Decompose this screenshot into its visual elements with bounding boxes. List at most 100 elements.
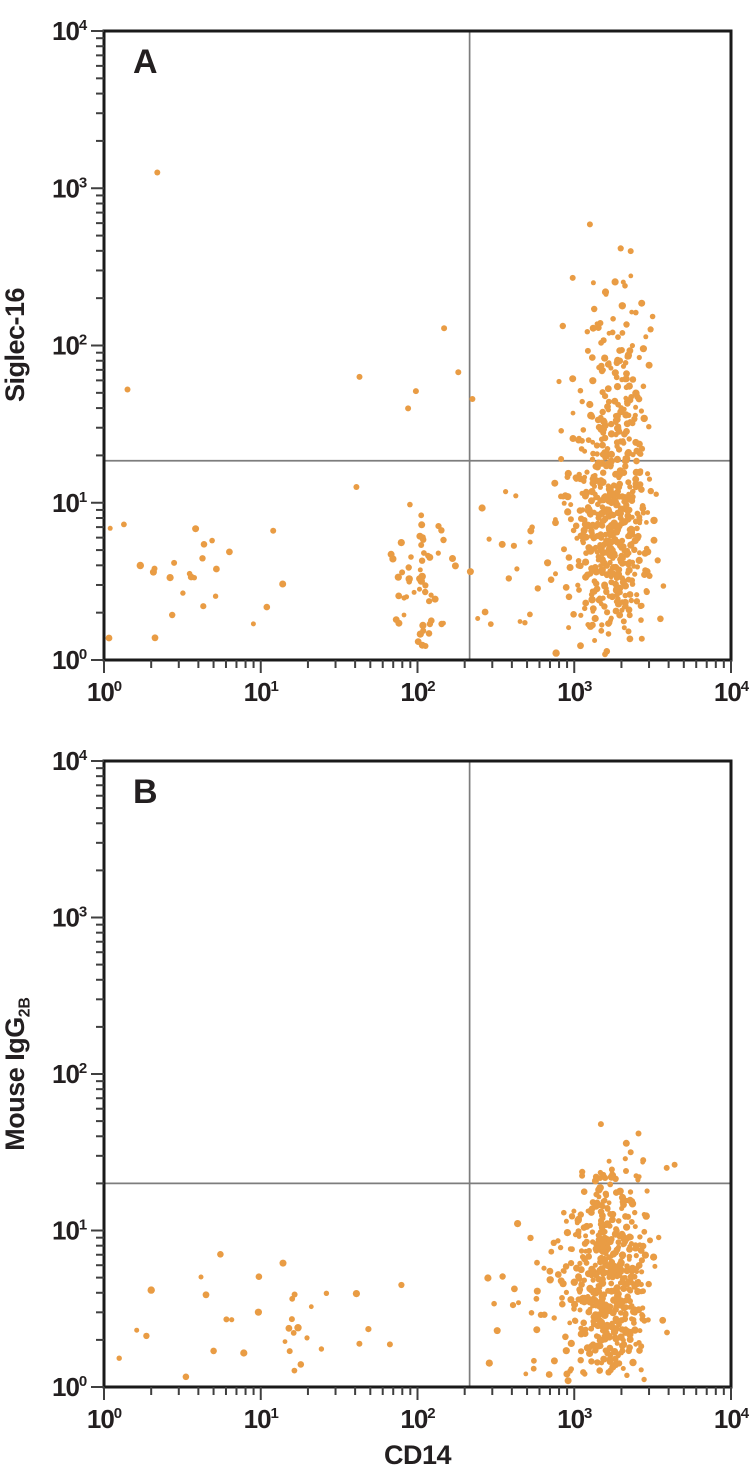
data-point xyxy=(647,487,654,495)
data-point xyxy=(567,1339,575,1347)
dots-layer-panel-b xyxy=(116,1121,678,1385)
data-point xyxy=(635,395,643,403)
data-point xyxy=(594,321,600,327)
data-point xyxy=(405,575,413,583)
data-point xyxy=(632,1244,640,1252)
data-point xyxy=(629,309,635,315)
data-point xyxy=(585,437,592,443)
data-point xyxy=(623,551,631,558)
data-point xyxy=(614,356,622,364)
data-point xyxy=(597,477,605,485)
data-point xyxy=(440,536,447,544)
data-point xyxy=(541,1265,547,1271)
data-point xyxy=(634,532,642,540)
data-point xyxy=(411,589,417,595)
data-point xyxy=(579,398,585,405)
x-tick-label: 101 xyxy=(244,1404,279,1434)
data-point xyxy=(605,398,612,405)
data-point xyxy=(644,548,652,556)
data-point xyxy=(514,566,520,572)
data-point xyxy=(576,1276,583,1282)
data-point xyxy=(568,1366,574,1372)
data-point xyxy=(624,1372,630,1379)
data-point xyxy=(552,519,559,527)
data-point xyxy=(522,620,528,626)
data-point xyxy=(601,549,608,556)
data-point-outlier xyxy=(579,1172,586,1179)
data-point xyxy=(605,506,612,513)
data-point xyxy=(626,1196,634,1204)
data-point xyxy=(623,420,631,428)
data-point xyxy=(603,585,609,592)
data-point xyxy=(121,521,127,528)
data-point xyxy=(588,596,596,604)
data-point xyxy=(605,460,611,466)
data-point xyxy=(151,634,159,642)
data-point xyxy=(643,588,650,596)
y-tick-label: 101 xyxy=(52,1216,87,1246)
data-point xyxy=(399,569,406,576)
data-point xyxy=(597,1255,604,1262)
data-point-outlier xyxy=(586,221,593,228)
data-point xyxy=(590,1313,597,1321)
x-tick-label: 101 xyxy=(244,677,279,707)
data-point xyxy=(607,522,615,529)
data-point xyxy=(640,1305,646,1311)
y-tick-label: 100 xyxy=(52,645,87,675)
data-point xyxy=(606,1158,612,1164)
data-point xyxy=(589,413,596,420)
data-point xyxy=(643,334,649,340)
data-point xyxy=(606,531,612,537)
data-point xyxy=(533,1287,541,1295)
data-point xyxy=(633,404,639,410)
data-point xyxy=(583,1233,589,1239)
data-point xyxy=(609,1211,616,1218)
data-point xyxy=(625,449,632,456)
data-point xyxy=(553,571,558,577)
data-point xyxy=(288,1316,295,1323)
data-point xyxy=(546,1276,554,1284)
data-point xyxy=(639,1312,645,1318)
data-point xyxy=(559,1300,566,1308)
data-point xyxy=(608,1287,615,1295)
data-point xyxy=(620,469,628,477)
data-point xyxy=(613,599,619,605)
data-point xyxy=(583,1238,590,1245)
data-point xyxy=(598,362,605,370)
data-point xyxy=(593,544,599,551)
data-point xyxy=(623,1223,631,1231)
data-point xyxy=(422,582,429,589)
data-point xyxy=(223,1316,230,1323)
data-point xyxy=(422,588,429,596)
data-point xyxy=(422,643,429,649)
data-point xyxy=(616,480,623,488)
x-axis-title-cd14: CD14 xyxy=(383,1440,452,1470)
data-point xyxy=(625,561,632,568)
data-point xyxy=(633,457,640,465)
data-point xyxy=(562,1333,569,1341)
data-point xyxy=(563,1218,569,1224)
y-tick-label: 100 xyxy=(52,1372,87,1402)
data-point xyxy=(656,1234,662,1241)
data-point xyxy=(503,489,509,495)
data-point xyxy=(577,532,584,539)
data-point xyxy=(620,1242,626,1248)
data-point xyxy=(622,360,629,366)
data-point xyxy=(589,1298,595,1305)
data-point xyxy=(478,504,486,512)
data-point xyxy=(613,499,620,505)
data-point xyxy=(637,1234,643,1240)
data-point xyxy=(575,562,582,569)
data-point xyxy=(622,1304,629,1311)
data-point xyxy=(627,1189,634,1195)
data-point xyxy=(641,1251,650,1259)
data-point xyxy=(626,532,633,540)
data-point xyxy=(580,1319,587,1327)
data-point xyxy=(594,459,603,467)
data-point xyxy=(628,273,634,279)
data-point-outlier xyxy=(353,484,360,490)
data-point xyxy=(552,649,560,657)
data-point xyxy=(617,556,624,563)
data-point xyxy=(616,1187,624,1196)
data-point xyxy=(604,1262,612,1270)
